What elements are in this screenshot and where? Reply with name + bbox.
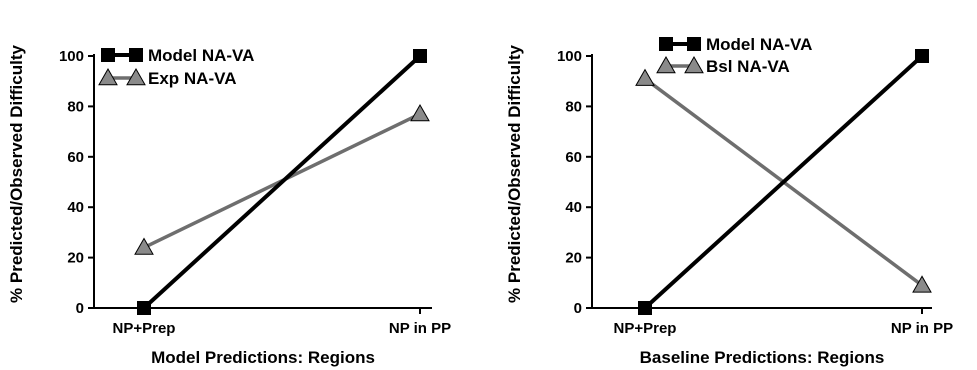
data-point (410, 103, 430, 122)
legend-marker (101, 48, 115, 62)
data-point (413, 49, 427, 63)
y-axis-title: % Predicted/Observed Difficulty (505, 45, 524, 303)
data-point (912, 275, 932, 293)
chart-2: 0 20 40 60 80 100 NP+Prep NP in PP Baseline Pred… (505, 35, 953, 367)
y-tick-label: 20 (565, 250, 582, 267)
y-tick-label: 0 (76, 300, 84, 317)
y-tick-label: 100 (557, 48, 582, 65)
series-1 (137, 49, 427, 315)
y-tick-label: 60 (67, 149, 84, 166)
legend-marker (98, 67, 118, 86)
x-tick-label: NP+Prep (113, 320, 176, 337)
y-axis-title: % Predicted/Observed Difficulty (7, 45, 26, 303)
series-line (142, 54, 422, 310)
y-tick-label: 100 (59, 48, 84, 65)
legend-marker (126, 67, 146, 86)
data-point (635, 68, 655, 86)
legend-label: Model NA-VA (706, 35, 812, 54)
x-tick-label: NP in PP (891, 320, 953, 337)
legend-marker (687, 37, 701, 51)
legend-marker (659, 37, 673, 51)
y-tick-label: 20 (67, 250, 84, 267)
legend-marker (656, 55, 676, 74)
data-point (915, 49, 929, 63)
y-tick-label: 80 (67, 98, 84, 115)
data-point (638, 301, 652, 315)
x-axis-title: Baseline Predictions: Regions (640, 348, 885, 367)
legend: Model NA-VA Bsl NA-VA (656, 35, 812, 76)
y-tick-label: 80 (565, 98, 582, 115)
legend-label: Model NA-VA (148, 46, 254, 65)
legend-marker (684, 55, 704, 74)
legend-label: Bsl NA-VA (706, 57, 790, 76)
y-tick-label: 0 (574, 300, 582, 317)
y-tick-label: 60 (565, 149, 582, 166)
series-1 (638, 49, 929, 315)
y-tick-label: 40 (565, 199, 582, 216)
x-tick-label: NP+Prep (614, 320, 677, 337)
x-tick-label: NP in PP (389, 320, 451, 337)
chart-1: 0 20 40 60 80 100 NP+Prep NP in PP Model Predict… (7, 45, 451, 367)
y-tick-label: 40 (67, 199, 84, 216)
legend-marker (129, 48, 143, 62)
legend: Model NA-VA Exp NA-VA (98, 46, 254, 88)
x-axis-title: Model Predictions: Regions (151, 348, 375, 367)
data-point (137, 301, 151, 315)
series-line (643, 54, 924, 310)
data-point (134, 237, 154, 255)
legend-label: Exp NA-VA (148, 69, 236, 88)
